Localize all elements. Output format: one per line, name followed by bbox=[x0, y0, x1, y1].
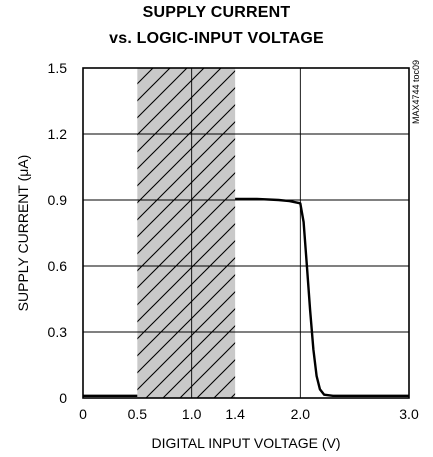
x-tick-label: 1.0 bbox=[182, 406, 202, 422]
x-tick-label: 0.5 bbox=[128, 406, 148, 422]
y-tick-label: 1.2 bbox=[48, 126, 68, 142]
y-tick-label: 0.9 bbox=[48, 192, 68, 208]
x-tick-label: 0 bbox=[79, 406, 87, 422]
x-tick-label: 1.4 bbox=[225, 406, 245, 422]
hatched-region bbox=[137, 68, 236, 398]
chart-title-line-1: SUPPLY CURRENT bbox=[142, 4, 291, 21]
series-line bbox=[235, 197, 409, 397]
figure-id-annotation: MAX4744 toc09 bbox=[411, 60, 421, 124]
y-axis-label: SUPPLY CURRENT (μA) bbox=[15, 155, 31, 312]
y-tick-label: 0.3 bbox=[48, 324, 68, 340]
x-axis-label: DIGITAL INPUT VOLTAGE (V) bbox=[151, 435, 340, 451]
chart-title-line-2: vs. LOGIC-INPUT VOLTAGE bbox=[109, 30, 324, 47]
x-tick-label: 3.0 bbox=[399, 406, 419, 422]
y-tick-label: 0.6 bbox=[48, 258, 68, 274]
x-tick-label: 2.0 bbox=[291, 406, 311, 422]
y-tick-label: 0 bbox=[59, 390, 67, 406]
plot-frame bbox=[82, 67, 410, 399]
y-tick-label: 1.5 bbox=[48, 60, 68, 76]
